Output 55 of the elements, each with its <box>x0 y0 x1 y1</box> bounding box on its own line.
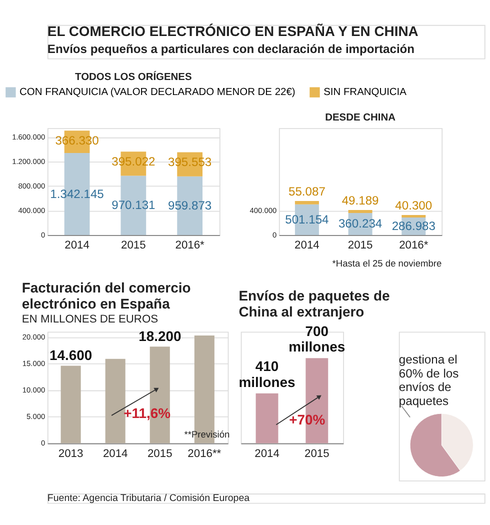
y-tick-label: 1.600.000 <box>12 132 46 142</box>
legend-label: SIN FRANQUICIA <box>324 87 407 98</box>
bar <box>60 366 81 444</box>
x-tick-label: 2016* <box>175 240 206 252</box>
data-label: 40.300 <box>395 198 432 212</box>
source-note: Fuente: Agencia Tributaria / Comisión Europea <box>47 492 250 504</box>
chart-subtitle: EN MILLONES DE EUROS <box>22 313 158 326</box>
x-tick-label: 2014 <box>64 240 90 252</box>
data-label: 410 millones <box>238 358 296 390</box>
annotation: +11,6% <box>124 405 172 422</box>
text: *Hasta el 25 de noviembre <box>332 258 442 269</box>
y-tick-label: 15.000 <box>22 358 46 368</box>
y-tick-label: 1.200.000 <box>12 157 46 166</box>
x-tick-label: 2015 <box>348 240 373 252</box>
y-tick-label: 0 <box>40 230 46 240</box>
data-label: 700 millones <box>288 322 346 355</box>
bar <box>105 358 126 444</box>
x-tick-label: 2016** <box>188 448 222 460</box>
y-tick-label: 20.000 <box>22 332 46 342</box>
x-tick-label: 2015 <box>304 448 330 460</box>
y-tick-label: 0 <box>40 438 46 448</box>
y-tick-label: 400.000 <box>250 206 277 215</box>
data-label: 970.131 <box>112 198 156 212</box>
data-label: 501.154 <box>285 212 330 226</box>
legend-label: CON FRANQUICIA (VALOR DECLARADO MENOR DE 22€) <box>20 87 296 98</box>
data-label: 959.873 <box>168 198 212 212</box>
x-tick-label: 2016* <box>399 240 429 252</box>
y-tick-label: 10.000 <box>22 386 46 395</box>
bar <box>348 210 372 214</box>
text: EL COMERCIO ELECTRÓNICO EN ESPAÑA Y EN CHINA <box>47 23 418 40</box>
y-tick-label: 800.000 <box>18 181 46 190</box>
chart-title: Facturación del comercio electrónico en España <box>22 280 191 312</box>
y-tick-label: 400.000 <box>18 206 46 215</box>
data-label: 1.342.145 <box>50 186 104 201</box>
data-label: 49.189 <box>342 193 380 208</box>
x-tick-label: 2014 <box>102 448 128 460</box>
annotation: **Previsión <box>184 430 230 440</box>
chart-title: Envíos de paquetes de China al extranjero <box>238 287 390 320</box>
x-tick-label: 2014 <box>254 448 280 460</box>
x-tick-label: 2013 <box>58 448 84 460</box>
y-tick-label: 5.000 <box>26 412 46 422</box>
text: gestiona el 60% de los envíos de paquetes <box>398 352 459 408</box>
x-tick-label: 2015 <box>121 240 146 252</box>
text: Envíos pequeños a particulares con declaración de importación <box>47 42 415 56</box>
data-label: 18.200 <box>138 328 182 344</box>
data-label: 55.087 <box>288 184 326 198</box>
chart-title: TODOS LOS ORÍGENES <box>75 70 192 83</box>
data-label: 14.600 <box>49 347 92 364</box>
data-label: 360.234 <box>338 216 382 231</box>
x-tick-label: 2014 <box>294 240 320 252</box>
data-label: 286.983 <box>392 218 436 233</box>
y-tick-label: 0 <box>272 230 277 240</box>
x-tick-label: 2015 <box>147 448 172 460</box>
bar <box>294 201 319 204</box>
chart-title: DESDE CHINA <box>325 112 396 124</box>
